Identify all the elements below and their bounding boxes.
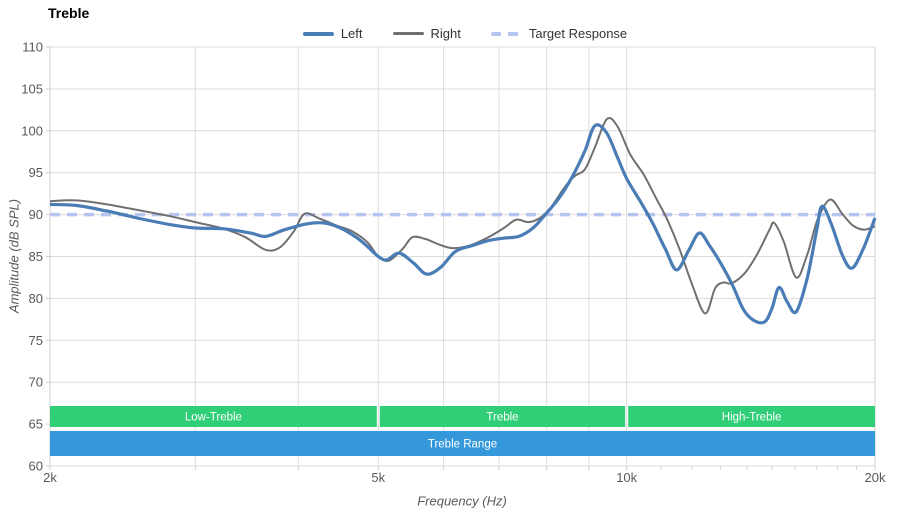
x-tick-label: 5k [371,470,385,485]
y-tick-label: 85 [29,249,43,264]
y-tick-label: 90 [29,207,43,222]
y-tick-label: 70 [29,375,43,390]
x-tick-label: 2k [43,470,57,485]
x-tick-label: 20k [865,470,886,485]
range-band [50,431,875,456]
y-axis-title: Amplitude (dB SPL) [6,198,22,314]
y-tick-label: 110 [22,40,43,55]
range-band-label: Treble [486,412,518,424]
y-tick-label: 80 [29,291,43,306]
y-tick-label: 75 [29,333,43,348]
range-band [50,406,377,427]
legend: Left Right Target Response [0,26,900,41]
legend-label: Left [340,26,363,41]
legend-label: Right [430,26,461,41]
legend-swatch-icon [302,31,334,36]
x-axis-title: Frequency (Hz) [417,493,507,509]
range-band-label: Low-Treble [185,412,242,424]
y-tick-label: 60 [29,459,43,474]
range-band-label: High-Treble [722,412,782,424]
legend-item-left[interactable]: Left [302,26,363,41]
series-line-left [49,123,877,325]
y-tick-label: 65 [29,417,43,432]
legend-item-target-response[interactable]: Target Response [490,26,628,41]
x-tick-label: 10k [616,470,637,485]
page-title: Treble [48,5,90,21]
y-tick-label: 105 [21,81,43,96]
y-tick-label: 95 [29,165,43,180]
range-band-label: Treble Range [428,439,497,451]
legend-label: Target Response [528,26,628,41]
legend-swatch-icon [392,32,424,35]
range-band [379,406,626,427]
range-band [628,406,875,427]
legend-swatch-icon [490,31,522,36]
legend-item-right[interactable]: Right [392,26,461,41]
y-tick-label: 100 [21,123,43,138]
